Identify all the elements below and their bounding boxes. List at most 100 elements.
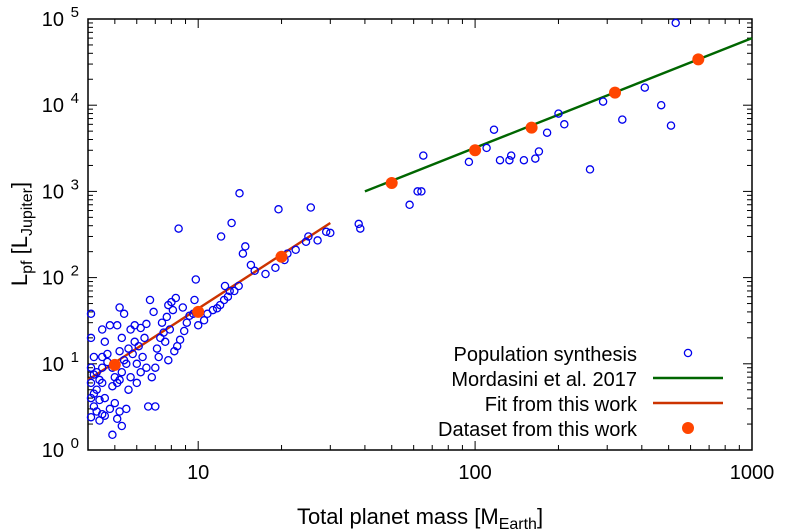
population-point	[191, 275, 201, 284]
legend: Population synthesis Mordasini et al. 20…	[438, 344, 723, 441]
population-point	[190, 295, 199, 305]
population-point	[147, 372, 157, 382]
population-point	[97, 378, 107, 388]
population-point	[128, 349, 137, 359]
legend-label: Population synthesis	[454, 344, 637, 366]
legend-open-circle-marker	[683, 348, 693, 358]
population-point	[105, 321, 115, 330]
population-point	[313, 236, 322, 245]
legend-label: Dataset from this work	[438, 419, 638, 441]
population-point	[542, 128, 552, 137]
population-point	[246, 260, 256, 270]
dataset-point	[385, 177, 398, 189]
population-point	[136, 367, 145, 377]
dataset-point	[609, 86, 621, 99]
x-axis-title: Total planet mass [MEarth]	[297, 504, 543, 531]
y-tick-label: 10	[42, 9, 64, 31]
population-point	[86, 412, 96, 422]
population-point	[489, 125, 499, 134]
population-point	[326, 228, 335, 238]
population-point	[124, 385, 133, 394]
population-point	[143, 402, 153, 411]
population-point	[117, 421, 127, 431]
population-point	[519, 155, 529, 165]
population-point	[405, 200, 414, 210]
y-tick-label: 10	[42, 354, 64, 376]
population-point	[220, 281, 230, 291]
population-point	[640, 83, 650, 92]
data-marks	[86, 18, 753, 440]
population-point	[138, 352, 147, 362]
dataset-point	[192, 305, 205, 318]
population-point	[160, 337, 170, 347]
population-point	[234, 281, 243, 291]
legend-label: Fit from this work	[485, 394, 638, 416]
legend-item-dataset-from-this-work: Dataset from this work	[438, 419, 694, 441]
legend-label: Mordasini et al. 2017	[451, 369, 637, 391]
population-point	[97, 352, 107, 362]
y-tick-exponent: 4	[71, 90, 79, 107]
population-point	[149, 307, 158, 317]
axis-ticks	[87, 18, 753, 451]
y-tick-exponent: 1	[71, 349, 79, 366]
population-point	[136, 323, 145, 333]
y-tick-exponent: 0	[71, 435, 79, 452]
population-point	[193, 321, 203, 330]
population-point	[554, 109, 563, 118]
population-point	[208, 305, 218, 315]
population-point	[89, 352, 99, 362]
y-tick-exponent: 2	[71, 263, 79, 280]
population-point	[157, 318, 167, 327]
population-point	[250, 266, 259, 276]
population-point	[86, 309, 96, 319]
population-point	[108, 430, 117, 440]
population-point	[164, 355, 173, 365]
population-point	[124, 344, 133, 353]
population-point	[117, 333, 127, 343]
population-point	[216, 232, 226, 241]
y-tick-label: 10	[42, 268, 64, 290]
population-point	[165, 325, 175, 334]
population-point	[156, 333, 165, 343]
y-tick-label: 10	[42, 181, 64, 203]
population-point	[241, 242, 250, 251]
dataset-point	[525, 121, 538, 134]
population-point	[132, 359, 142, 369]
population-point	[89, 370, 99, 379]
population-point	[105, 404, 115, 414]
y-tick-exponent: 5	[71, 4, 79, 21]
x-tick-label: 100	[458, 462, 491, 484]
population-point	[122, 359, 131, 369]
population-point	[130, 337, 139, 347]
population-point	[112, 414, 122, 424]
population-point	[271, 263, 280, 273]
population-point	[151, 402, 160, 411]
population-point	[126, 325, 135, 334]
population-point	[531, 154, 540, 163]
population-point	[413, 187, 422, 196]
y-tick-label: 10	[42, 440, 64, 462]
population-point	[115, 346, 124, 356]
population-point	[182, 318, 192, 327]
population-point	[100, 393, 110, 403]
population-point	[304, 232, 313, 241]
population-point	[162, 312, 172, 322]
population-point	[656, 100, 666, 110]
dataset-point	[692, 53, 705, 66]
population-point	[534, 147, 544, 156]
population-point	[86, 363, 96, 372]
population-point	[112, 321, 122, 330]
population-point	[223, 292, 233, 301]
series-line	[87, 221, 331, 381]
population-point	[168, 305, 178, 315]
population-point	[291, 245, 300, 255]
series-line	[364, 36, 753, 193]
population-point	[100, 411, 110, 420]
population-point	[321, 227, 331, 237]
x-tick-label: 1000	[730, 462, 775, 484]
population-point	[117, 367, 127, 377]
x-tick-label: 10	[187, 462, 209, 484]
population-point	[506, 151, 516, 160]
population-point	[154, 352, 163, 362]
